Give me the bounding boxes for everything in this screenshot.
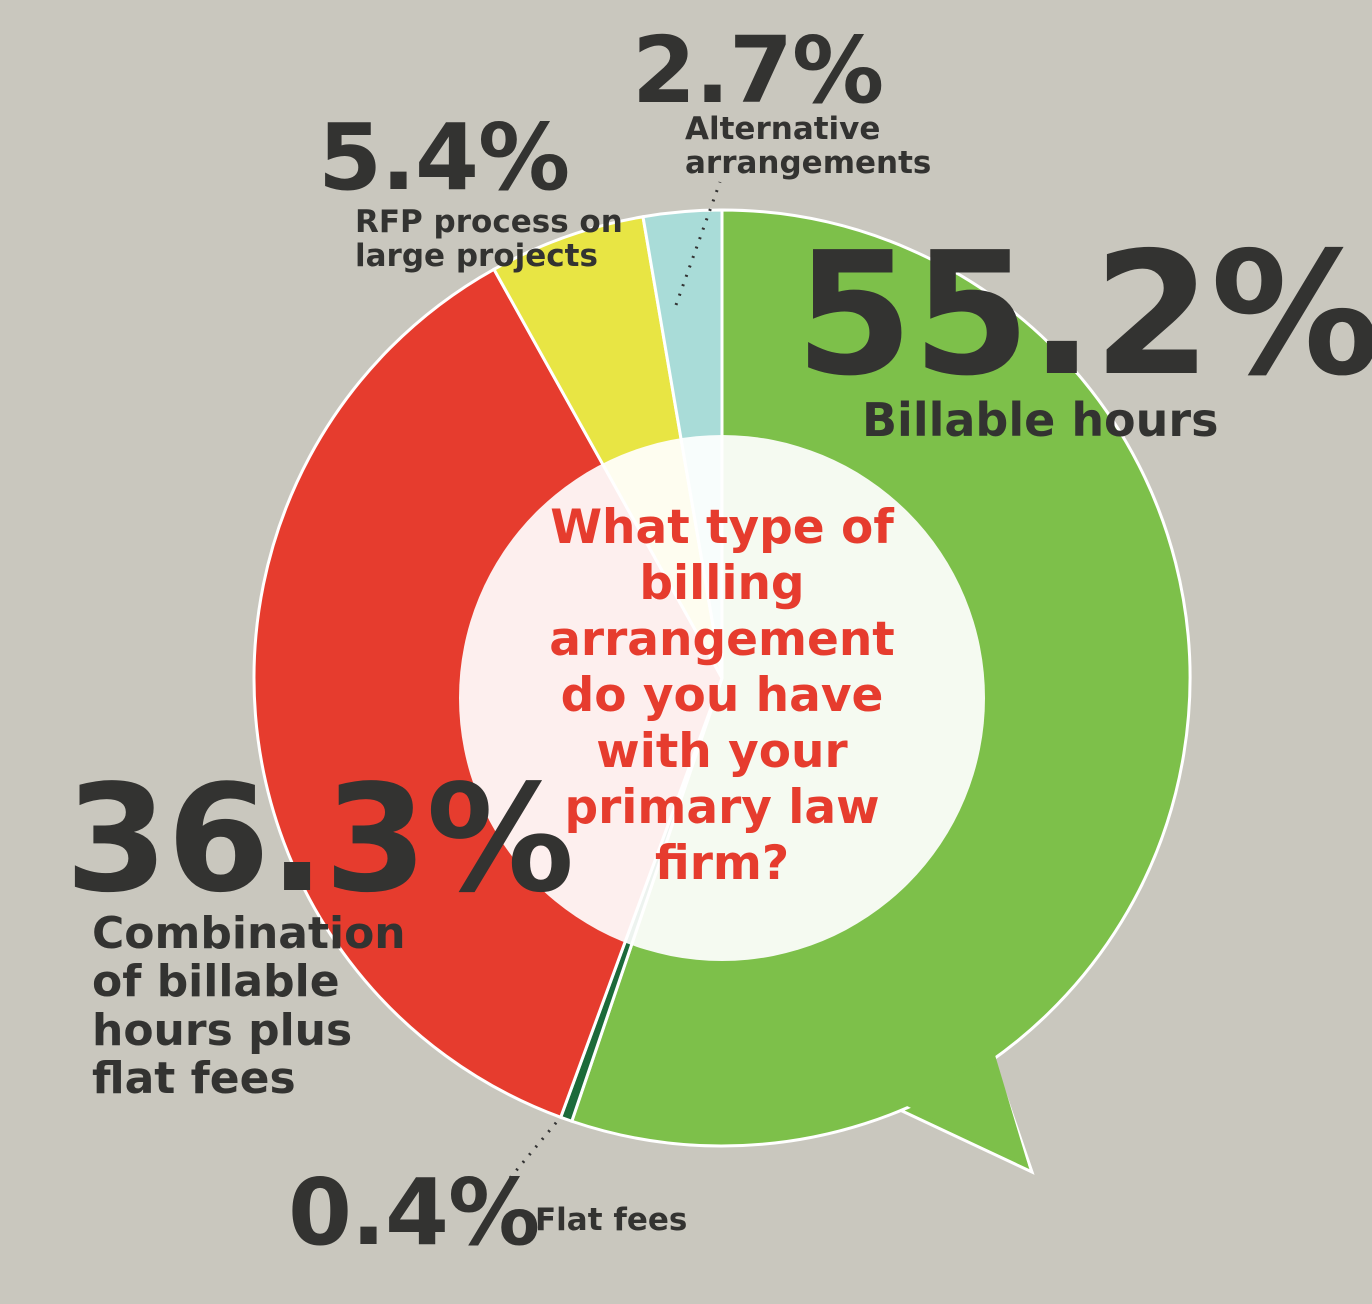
speech-tail-fill — [905, 1055, 1028, 1165]
category-label: Flat fees — [535, 1202, 688, 1238]
category-label: Billable hours — [862, 393, 1219, 447]
category-label: RFP process on large projects — [355, 204, 623, 275]
chart-title: What type of billing arrangement do you … — [549, 500, 895, 891]
value-label: 2.7% — [632, 17, 884, 124]
center-circle — [459, 435, 985, 961]
value-label: 55.2% — [795, 216, 1372, 414]
value-label: 0.4% — [288, 1159, 540, 1266]
category-label: Alternative arrangements — [685, 111, 932, 182]
leader-line — [674, 181, 722, 306]
value-label: 36.3% — [65, 753, 574, 925]
value-label: 5.4% — [318, 104, 570, 211]
category-label: Combination of billable hours plus flat … — [92, 908, 406, 1105]
